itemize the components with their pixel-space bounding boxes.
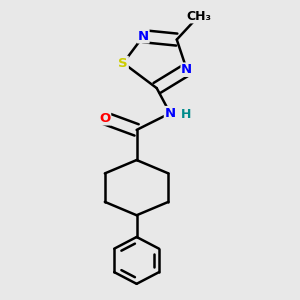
Text: N: N xyxy=(138,30,149,43)
Text: N: N xyxy=(181,63,192,76)
Text: H: H xyxy=(181,108,191,122)
Text: N: N xyxy=(164,107,175,120)
Text: CH₃: CH₃ xyxy=(186,10,211,23)
Text: S: S xyxy=(118,56,128,70)
Text: O: O xyxy=(99,112,110,125)
